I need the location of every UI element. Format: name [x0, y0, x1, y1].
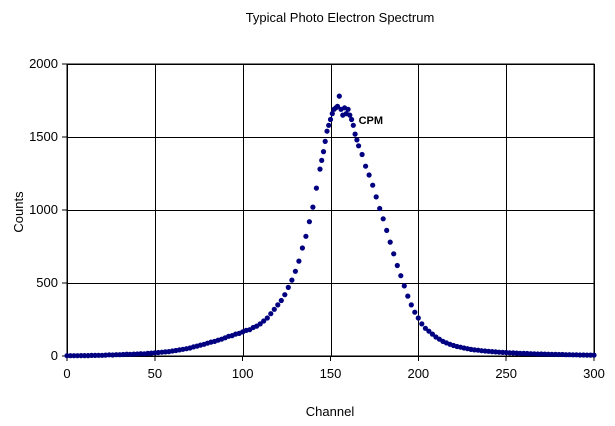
data-point [366, 172, 372, 178]
data-point [261, 318, 267, 324]
data-points [64, 93, 597, 359]
x-axis-label: Channel [306, 404, 355, 419]
data-point [415, 315, 421, 321]
x-tick-label: 300 [583, 366, 605, 381]
x-tick-label: 0 [63, 366, 70, 381]
x-tick-label: 50 [148, 366, 162, 381]
data-point [405, 293, 411, 299]
data-point [429, 331, 435, 337]
data-point [591, 352, 597, 358]
data-point [377, 205, 383, 212]
tick-labels: 0 50 100 150 200 250 300 0 500 1000 1500 2000 [29, 56, 605, 381]
data-point [278, 297, 284, 304]
data-point [327, 116, 334, 123]
data-point [326, 122, 332, 128]
data-point [401, 283, 407, 289]
y-tick-label: 500 [36, 275, 58, 290]
x-tick-label: 100 [232, 366, 254, 381]
data-point [398, 273, 404, 279]
y-tick-label: 1500 [29, 129, 58, 144]
data-point [356, 143, 362, 149]
data-point [334, 103, 341, 109]
data-point [296, 258, 302, 264]
data-point [370, 182, 376, 188]
data-point [412, 309, 418, 315]
data-point [422, 325, 428, 331]
data-point [426, 328, 432, 334]
x-tick-label: 200 [407, 366, 429, 381]
data-point [336, 93, 342, 99]
data-point [549, 351, 555, 357]
x-tick-label: 150 [320, 366, 342, 381]
data-point [345, 106, 351, 112]
x-tick-label: 250 [495, 366, 517, 381]
data-point [329, 111, 335, 117]
chart-title: Typical Photo Electron Spectrum [246, 10, 435, 25]
data-point [313, 185, 319, 191]
data-point [322, 138, 328, 144]
data-point [408, 302, 414, 308]
data-point [373, 194, 379, 200]
data-point [303, 233, 309, 239]
data-point [257, 321, 263, 327]
data-point [285, 284, 291, 290]
data-point [289, 277, 295, 283]
data-point [359, 151, 365, 158]
data-point [363, 163, 369, 169]
grid [67, 64, 595, 357]
data-point [299, 245, 305, 251]
data-point [320, 149, 327, 155]
data-point [384, 227, 390, 233]
y-tick-label: 1000 [29, 202, 58, 217]
data-point [354, 137, 360, 143]
data-point [391, 251, 397, 257]
data-point [306, 219, 312, 225]
y-tick-label: 2000 [29, 56, 58, 71]
data-point [347, 112, 353, 118]
data-point [394, 262, 400, 269]
data-point [268, 311, 274, 317]
data-point [387, 239, 393, 245]
data-point [349, 116, 355, 123]
data-point [310, 204, 316, 210]
y-tick-label: 0 [51, 348, 58, 363]
data-point [380, 216, 386, 222]
y-axis-label: Counts [11, 191, 26, 233]
data-point [350, 122, 356, 128]
data-point [317, 166, 323, 172]
data-point [324, 128, 330, 134]
data-point [419, 321, 425, 327]
data-point [577, 352, 583, 358]
data-point [319, 157, 325, 163]
data-point [352, 131, 358, 137]
data-point [271, 306, 277, 312]
cpm-annotation: CPM [359, 115, 383, 127]
data-point [292, 268, 298, 274]
data-point [264, 315, 270, 321]
data-point [275, 302, 281, 308]
data-point [282, 292, 288, 298]
